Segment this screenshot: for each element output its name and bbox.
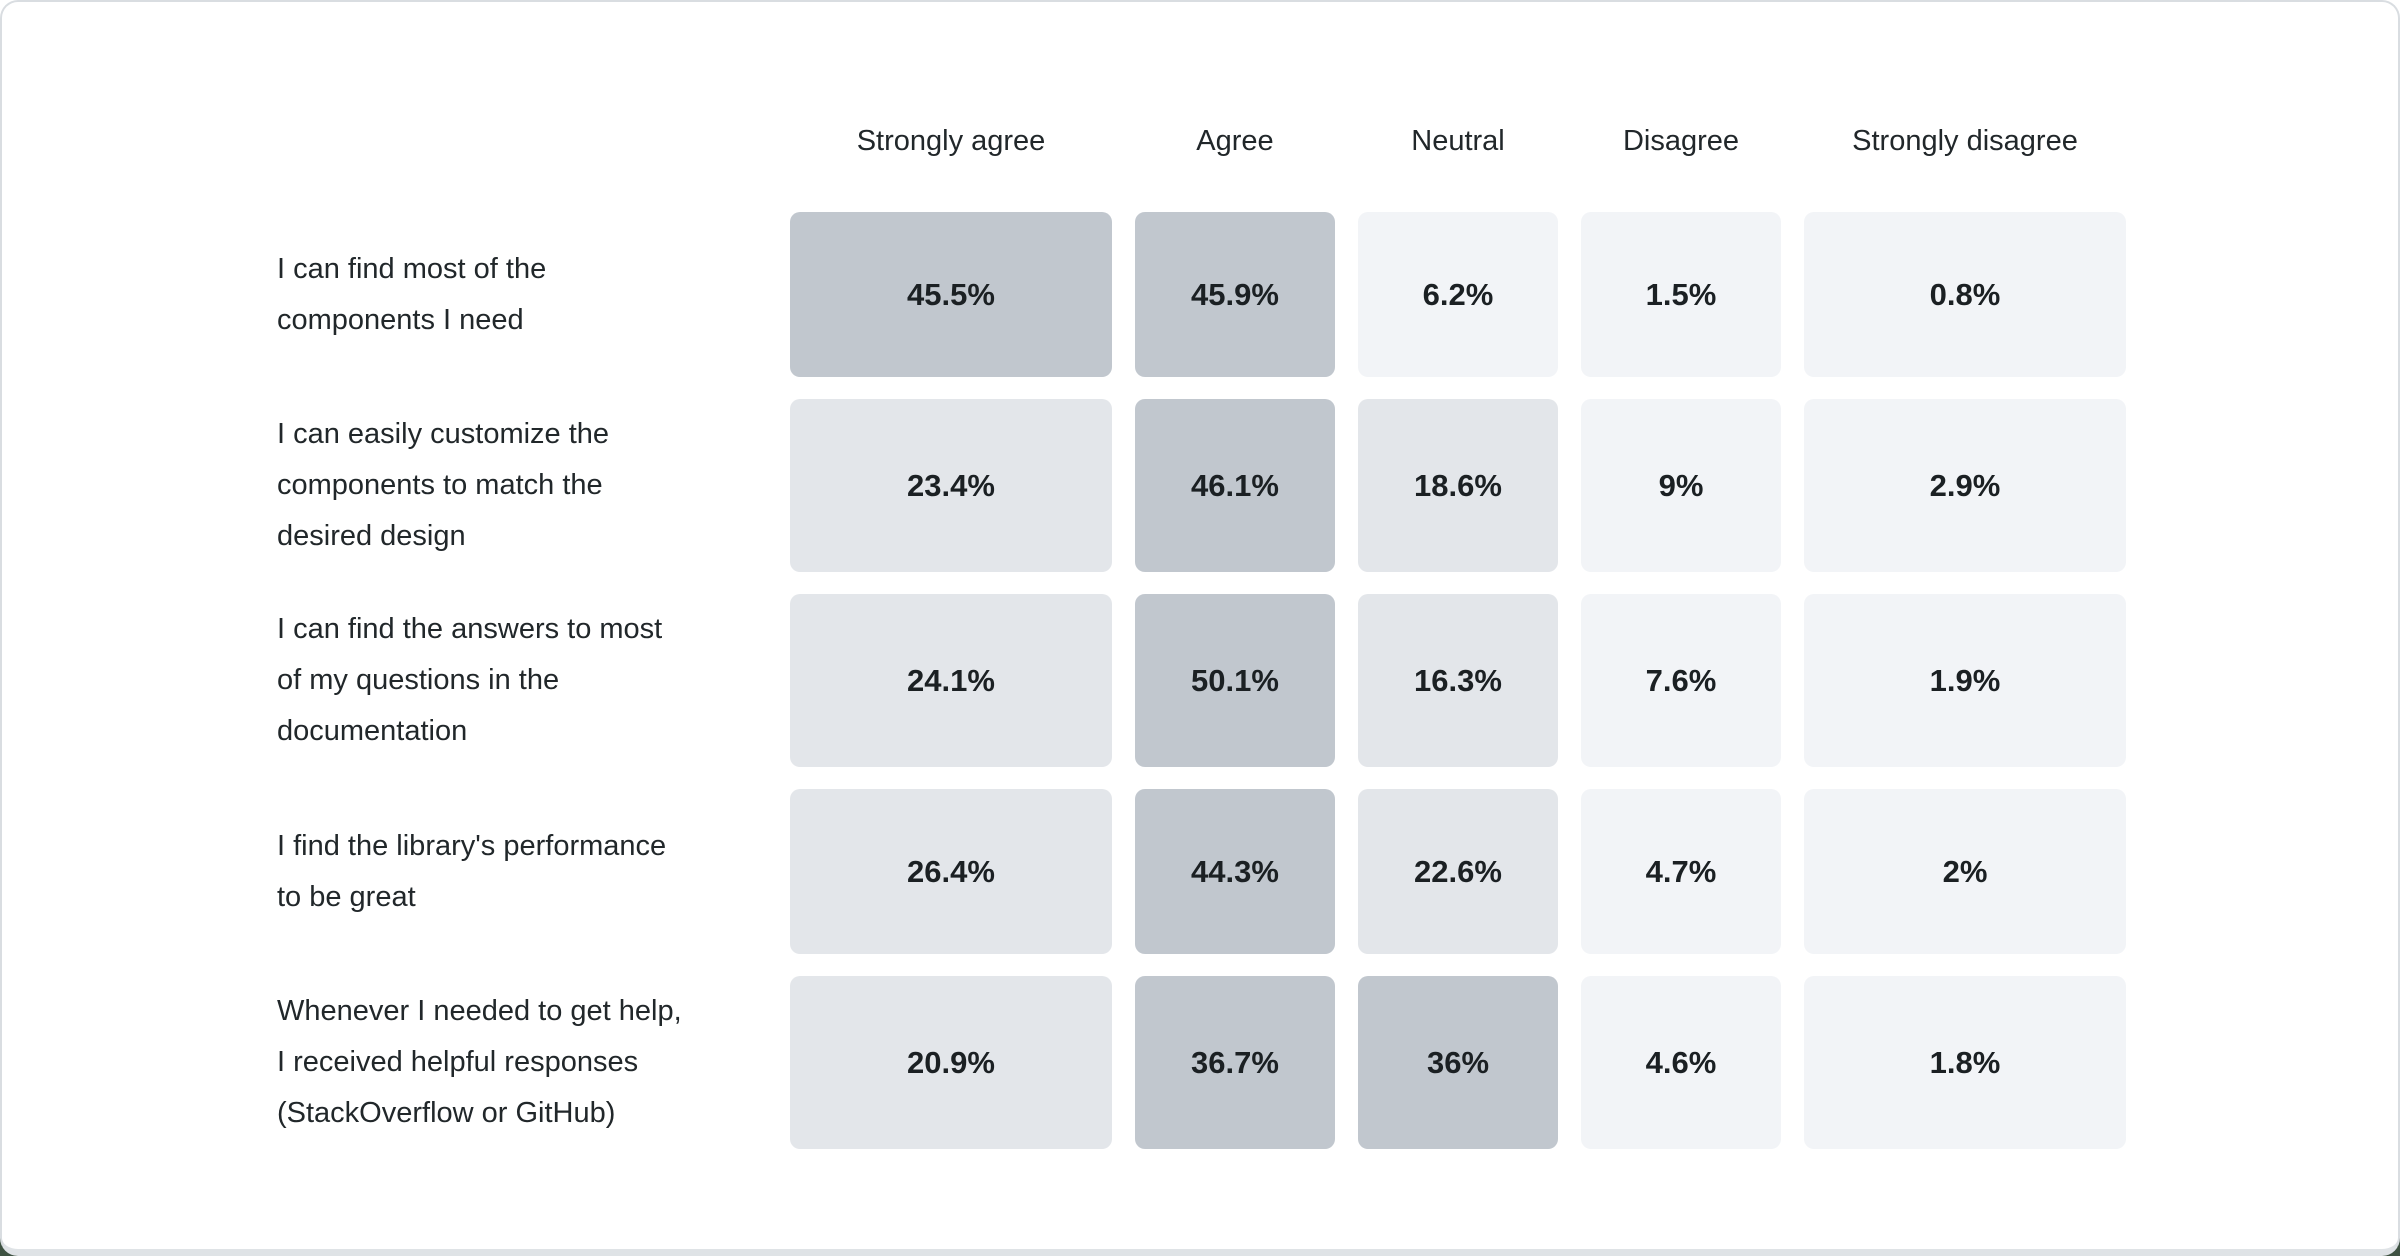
heat-cell: 36% [1358,976,1558,1149]
heat-cell: 23.4% [790,399,1112,572]
heat-cell: 1.8% [1804,976,2126,1149]
heat-cell: 1.9% [1804,594,2126,767]
row-label: Whenever I needed to get help, I receive… [277,995,682,1129]
heat-cell: 26.4% [790,789,1112,954]
heat-cell: 22.6% [1358,789,1558,954]
heat-cell: 44.3% [1135,789,1335,954]
heat-cell: 6.2% [1358,212,1558,377]
heat-cell: 2.9% [1804,399,2126,572]
row-label: I can find most of the components I need [277,252,547,336]
heat-cell: 9% [1581,399,1781,572]
column-header-strongly-disagree: Strongly disagree [1852,124,2078,157]
row-label: I find the library's performance to be g… [277,829,667,913]
column-header-strongly-agree: Strongly agree [856,124,1046,157]
heat-cell: 16.3% [1358,594,1558,767]
heat-cell: 36.7% [1135,976,1335,1149]
likert-heatmap-table: Strongly agree Agree Neutral Disagree St… [277,92,2126,1149]
heat-cell: 2% [1804,789,2126,954]
heat-cell: 0.8% [1804,212,2126,377]
heat-cell: 45.9% [1135,212,1335,377]
heat-cell: 4.7% [1581,789,1781,954]
heat-cell: 46.1% [1135,399,1335,572]
table-corner-spacer [277,92,767,190]
heat-cell: 50.1% [1135,594,1335,767]
column-header-neutral: Neutral [1411,124,1505,157]
column-header-agree: Agree [1196,124,1274,157]
heat-cell: 45.5% [790,212,1112,377]
heat-cell: 20.9% [790,976,1112,1149]
column-header-disagree: Disagree [1622,124,1740,157]
heat-cell: 1.5% [1581,212,1781,377]
row-label: I can easily customize the components to… [277,418,610,552]
row-label: I can find the answers to most of my que… [277,613,663,747]
heat-cell: 4.6% [1581,976,1781,1149]
heat-cell: 24.1% [790,594,1112,767]
heat-cell: 18.6% [1358,399,1558,572]
heat-cell: 7.6% [1581,594,1781,767]
